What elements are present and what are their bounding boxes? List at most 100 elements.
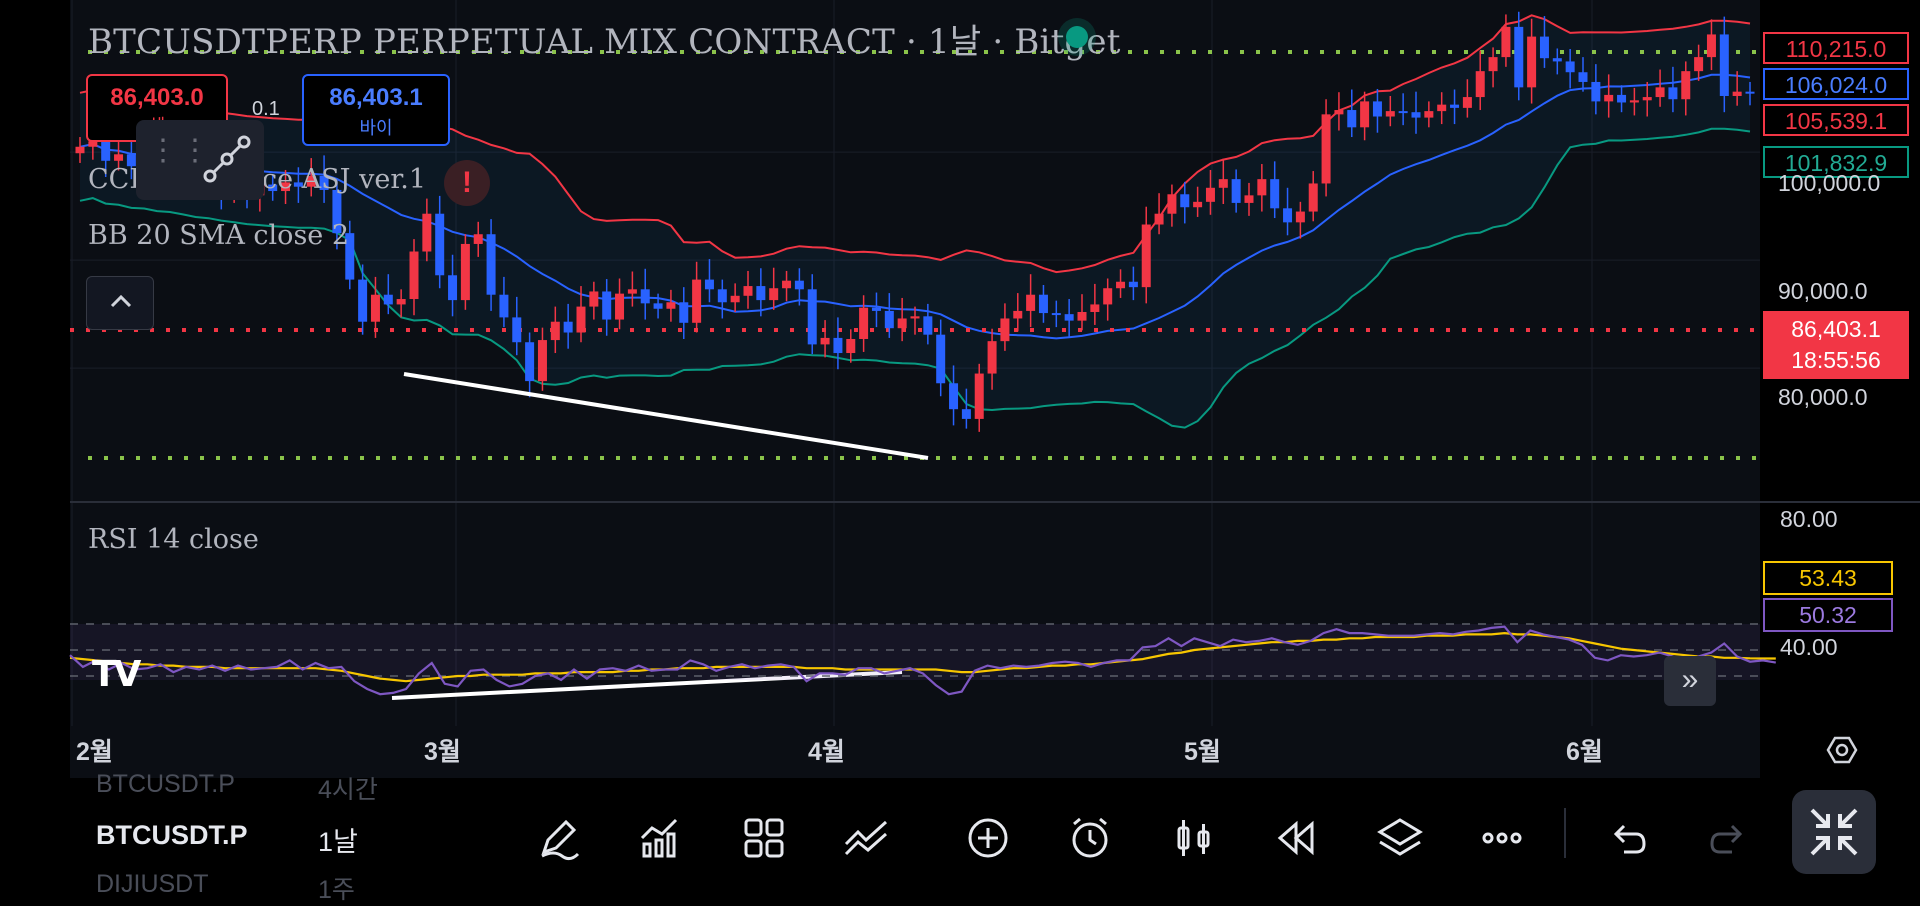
candle-body <box>1578 72 1588 82</box>
candle-body <box>1334 110 1344 115</box>
candle-body <box>422 213 432 252</box>
candle-body <box>743 286 753 296</box>
candle-body <box>820 337 830 345</box>
candle-body <box>1295 211 1305 223</box>
sell-price: 86,403.0 <box>110 84 204 111</box>
rsi-value-tag: 50.32 <box>1763 598 1893 632</box>
candle-body <box>1565 61 1575 73</box>
collapse-legend-button[interactable] <box>86 276 154 330</box>
candle-body <box>1552 58 1562 62</box>
candle-body <box>576 306 586 333</box>
layers-icon[interactable] <box>1376 814 1424 862</box>
buy-price: 86,403.1 <box>329 84 423 111</box>
candle-body <box>704 279 714 290</box>
candle-body <box>1604 94 1614 102</box>
candle-body <box>1128 281 1138 288</box>
price-trend-line <box>403 372 929 460</box>
candle-body <box>717 289 727 303</box>
candle-body <box>460 243 470 301</box>
candle-body <box>1141 224 1151 288</box>
candle-body <box>1218 179 1228 188</box>
warning-icon[interactable]: ! <box>444 160 490 206</box>
drag-handle-icon[interactable]: ⋮⋮ <box>148 134 212 167</box>
candle-body <box>306 175 316 187</box>
more-icon[interactable] <box>1478 814 1526 862</box>
candle-body <box>332 189 342 234</box>
active-symbol[interactable]: BTCUSDT.P <box>96 820 248 850</box>
replay-icon[interactable] <box>1272 814 1320 862</box>
candle-body <box>1539 36 1549 59</box>
candle-body <box>448 275 458 301</box>
candle-body <box>1591 81 1601 102</box>
candle-body <box>782 280 792 289</box>
undo-icon[interactable] <box>1602 814 1650 862</box>
cci-indicator-label[interactable]: CCI <box>88 164 140 195</box>
candle-body <box>126 154 136 167</box>
candle-body <box>1372 101 1382 117</box>
symbol-list-item[interactable]: DIJIUSDT <box>96 870 209 899</box>
candle-body <box>949 383 959 410</box>
candle-body <box>396 299 406 305</box>
candle-body <box>1385 111 1395 117</box>
drawing-toolbar[interactable]: ⋮⋮ <box>136 120 264 200</box>
candle-body <box>1745 91 1755 94</box>
timeframe-list-item[interactable]: 1주 <box>318 870 355 906</box>
candle-body <box>1244 195 1254 203</box>
candle-body <box>75 146 85 154</box>
trend-line-tool-icon[interactable] <box>202 134 252 184</box>
candle-body <box>769 288 779 301</box>
candle-body <box>1501 26 1511 58</box>
indicators-icon[interactable] <box>636 814 684 862</box>
candle-body <box>679 302 689 323</box>
candle-body <box>383 294 393 305</box>
candle-body <box>88 141 98 147</box>
order-quantity[interactable]: 0.1 <box>252 98 280 120</box>
active-timeframe[interactable]: 1날 <box>318 827 358 857</box>
timeframe-name: 4시간 <box>318 776 378 804</box>
candle-body <box>666 302 676 309</box>
cci-indicator-label-rest[interactable]: ce ASJ ver.1 <box>262 164 427 195</box>
bb-indicator-label[interactable]: BB 20 SMA close 2 <box>88 220 350 251</box>
pencil-icon[interactable] <box>534 814 582 862</box>
buy-button[interactable]: 86,403.1 바이 <box>302 74 450 146</box>
candle-close-tag: 105,539.1 <box>1763 104 1909 136</box>
candle-body <box>114 154 124 161</box>
tradingview-logo: TV <box>92 654 141 695</box>
compare-icon[interactable] <box>842 814 890 862</box>
symbol-list-item[interactable]: BTCUSDT.P <box>96 770 235 799</box>
alert-icon[interactable] <box>1066 814 1114 862</box>
market-status-indicator <box>1066 26 1088 48</box>
candle-body <box>1732 91 1742 96</box>
templates-icon[interactable] <box>740 814 788 862</box>
candle-body <box>961 409 971 419</box>
rsi-ma-line <box>69 631 1776 683</box>
redo-icon[interactable] <box>1706 814 1754 862</box>
expand-panel-button[interactable]: » <box>1664 656 1716 706</box>
chart-canvas[interactable] <box>0 0 1920 886</box>
candle-body <box>846 338 856 354</box>
candle-body <box>1308 183 1318 212</box>
candle-body <box>602 291 612 320</box>
candle-body <box>1013 310 1023 319</box>
candle-body <box>1347 110 1357 128</box>
exit-fullscreen-button[interactable] <box>1792 790 1876 874</box>
candle-body <box>1321 114 1331 184</box>
add-icon[interactable] <box>964 814 1012 862</box>
candle-body <box>627 289 637 294</box>
timeframe-list-item[interactable]: 4시간 <box>318 770 378 806</box>
candle-body <box>512 317 522 343</box>
candle-body <box>499 294 509 318</box>
candle-body <box>1719 34 1729 96</box>
candles-icon[interactable] <box>1170 814 1218 862</box>
price-axis-80000: 80,000.0 <box>1778 384 1868 410</box>
rsi-indicator-label[interactable]: RSI 14 close <box>88 524 259 555</box>
candle-body <box>370 294 380 322</box>
chart-settings-icon[interactable] <box>1826 734 1858 766</box>
candle-body <box>653 303 663 309</box>
candle-body <box>563 321 573 333</box>
candle-body <box>589 291 599 307</box>
candle-body <box>1514 26 1524 88</box>
candle-body <box>1642 97 1652 101</box>
candle-body <box>1090 304 1100 312</box>
